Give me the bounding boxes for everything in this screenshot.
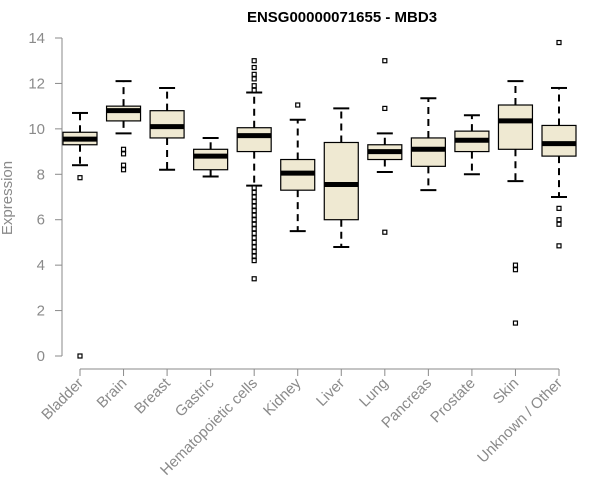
outlier-point bbox=[251, 76, 257, 82]
box-group bbox=[280, 102, 316, 233]
x-tick-label: Prostate bbox=[427, 375, 479, 427]
y-tick-label: 14 bbox=[28, 30, 45, 47]
boxplot-series bbox=[62, 39, 577, 359]
outlier-point bbox=[251, 230, 257, 236]
chart-title: ENSG00000071655 - MBD3 bbox=[247, 9, 437, 26]
outlier-point bbox=[382, 229, 388, 235]
x-tick-label: Lung bbox=[356, 375, 392, 411]
y-tick-label: 10 bbox=[28, 121, 45, 138]
x-tick-label: Liver bbox=[313, 375, 348, 410]
box-group bbox=[193, 136, 229, 178]
outlier-point bbox=[251, 253, 257, 259]
box bbox=[236, 127, 272, 153]
box-group bbox=[105, 80, 142, 173]
outlier-point bbox=[251, 198, 257, 205]
y-tick-label: 6 bbox=[37, 212, 45, 229]
outlier-point bbox=[251, 221, 257, 227]
box-group bbox=[149, 86, 185, 171]
box-group bbox=[62, 111, 98, 359]
outlier-point bbox=[512, 262, 519, 268]
box bbox=[323, 141, 359, 221]
outlier-point bbox=[251, 58, 257, 64]
outlier-point bbox=[251, 87, 257, 93]
outlier-point bbox=[77, 175, 83, 181]
x-tick-label: Breast bbox=[131, 374, 174, 417]
x-tick-label: Skin bbox=[490, 375, 523, 408]
outlier-point bbox=[251, 189, 257, 196]
outlier-point bbox=[120, 151, 127, 157]
outlier-point bbox=[251, 217, 257, 223]
outlier-point bbox=[251, 244, 257, 250]
outlier-point bbox=[120, 167, 127, 173]
outlier-point bbox=[251, 185, 257, 191]
box-group bbox=[323, 107, 359, 248]
y-axis-label: Expression bbox=[0, 161, 16, 235]
box bbox=[541, 124, 577, 157]
outlier-point bbox=[556, 221, 562, 227]
outlier-point bbox=[556, 217, 562, 223]
outlier-point bbox=[556, 243, 562, 249]
box-group bbox=[497, 80, 534, 326]
outlier-point bbox=[251, 248, 257, 255]
y-tick-label: 8 bbox=[37, 166, 45, 183]
outlier-point bbox=[512, 320, 519, 326]
y-tick-label: 0 bbox=[37, 348, 45, 365]
y-tick-label: 2 bbox=[37, 303, 45, 320]
outlier-point bbox=[556, 39, 562, 46]
outlier-point bbox=[251, 226, 257, 232]
box-group bbox=[367, 58, 403, 235]
outlier-point bbox=[382, 105, 388, 112]
y-tick-label: 4 bbox=[37, 257, 45, 274]
y-tick-label: 12 bbox=[28, 75, 45, 92]
outlier-point bbox=[251, 212, 257, 218]
x-tick-label: Bladder bbox=[38, 375, 87, 424]
outlier-point bbox=[251, 83, 257, 89]
outlier-point bbox=[251, 208, 257, 214]
box-group bbox=[454, 114, 490, 176]
box bbox=[497, 104, 534, 150]
outlier-point bbox=[120, 162, 127, 168]
x-tick-label: Kidney bbox=[260, 374, 305, 419]
outlier-point bbox=[77, 353, 83, 359]
outlier-point bbox=[251, 71, 257, 77]
box bbox=[193, 148, 229, 171]
outlier-point bbox=[512, 267, 519, 273]
outlier-point bbox=[120, 146, 127, 152]
box bbox=[410, 137, 446, 167]
outlier-point bbox=[251, 239, 257, 246]
outlier-point bbox=[556, 205, 562, 211]
outlier-point bbox=[251, 194, 257, 200]
x-tick-label: Brain bbox=[94, 375, 131, 412]
box-group bbox=[541, 39, 577, 249]
outlier-point bbox=[251, 235, 257, 241]
outlier-point bbox=[251, 276, 257, 282]
box-group bbox=[236, 58, 272, 282]
outlier-point bbox=[251, 64, 257, 71]
outlier-point bbox=[382, 58, 388, 64]
box-group bbox=[410, 97, 446, 192]
outlier-point bbox=[251, 203, 257, 209]
y-axis: 0 2 4 6 8 10 12 14 bbox=[28, 30, 63, 365]
outlier-point bbox=[295, 102, 301, 108]
outlier-point bbox=[251, 258, 257, 264]
